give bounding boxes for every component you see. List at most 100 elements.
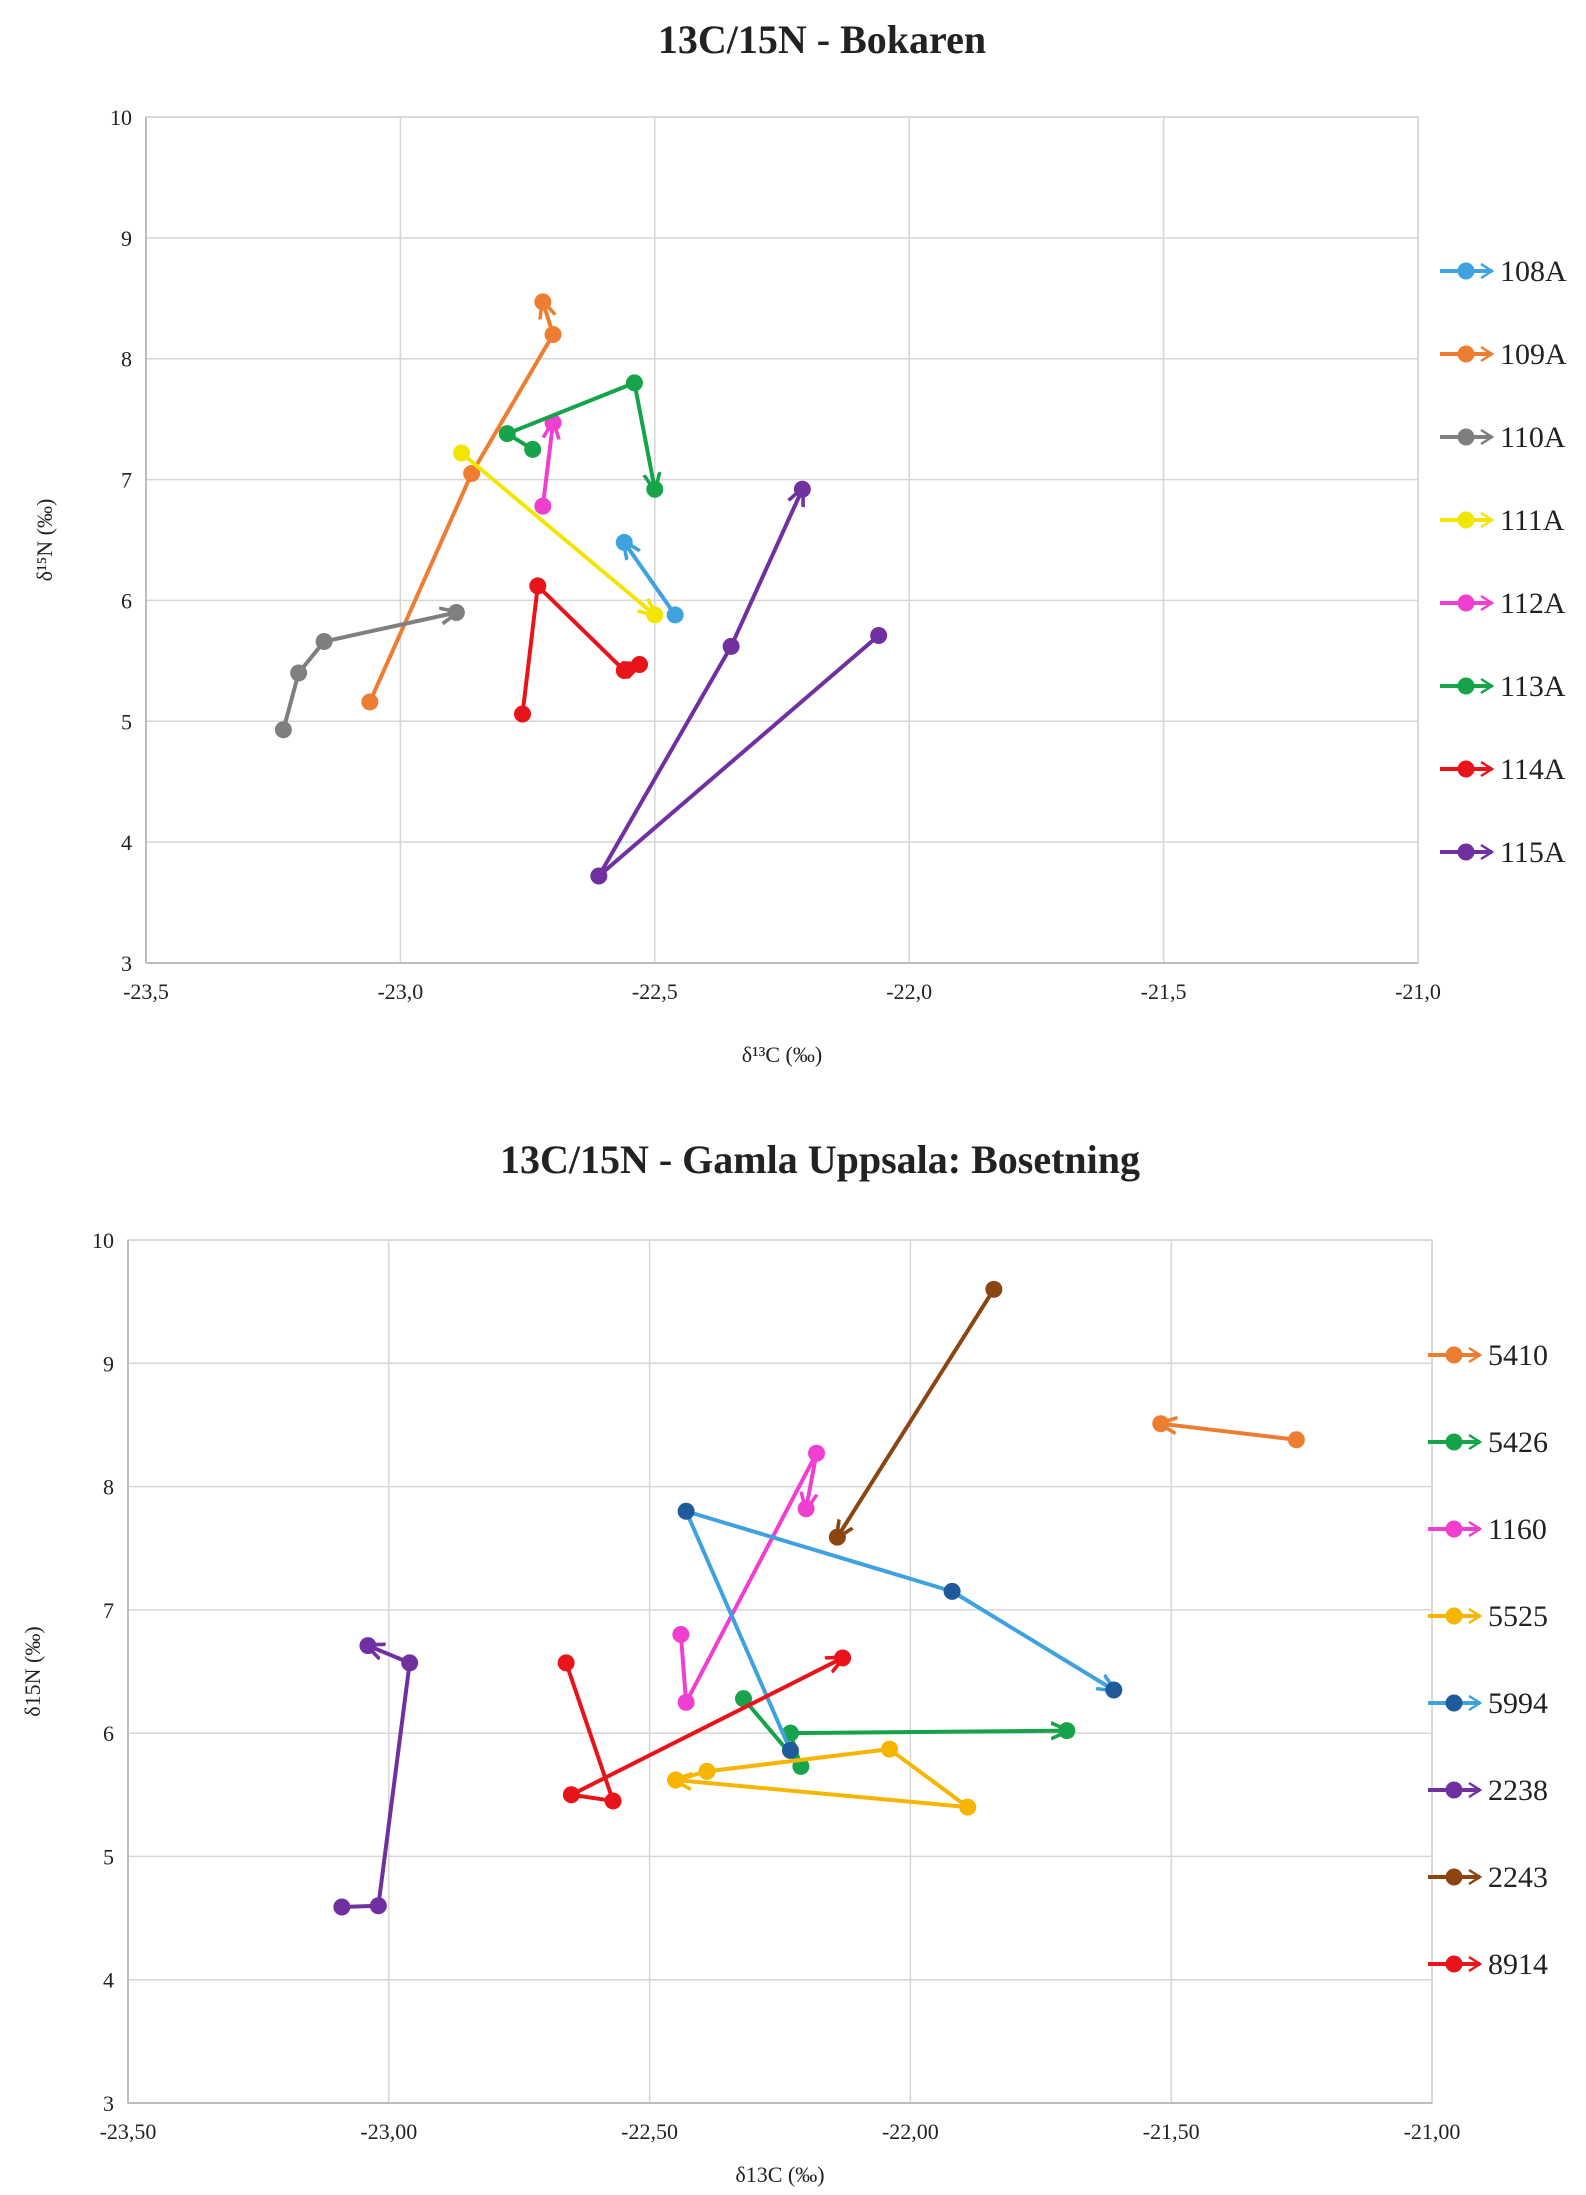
chart1-series-line-111A — [460, 451, 654, 615]
chart1-series-line-109A — [368, 302, 553, 703]
chart2-point-5410-1 — [1152, 1415, 1170, 1433]
chart2-point-1160-0 — [672, 1626, 690, 1644]
chart1-point-115A-2 — [722, 637, 740, 655]
chart1-point-111A-0 — [452, 444, 470, 462]
chart2-y-tick-label: 7 — [103, 1598, 114, 1623]
chart1-title: 13C/15N - Bokaren — [658, 17, 986, 62]
chart2-legend-item-5426: 5426 — [1428, 1426, 1548, 1459]
chart1-series-108A — [615, 533, 684, 624]
chart1-legend-item-113A: 113A — [1440, 670, 1566, 703]
chart2-point-5994-0 — [781, 1741, 799, 1759]
chart1-point-110A-1 — [290, 664, 308, 682]
chart1-point-115A-0 — [870, 626, 888, 644]
chart2-x-tick-label: -21,50 — [1143, 2119, 1200, 2144]
chart2-point-5426-0 — [734, 1690, 752, 1708]
chart1-x-tick-label: -22,5 — [632, 979, 678, 1004]
chart1-plot-area — [145, 116, 1419, 964]
chart1-point-113A-3 — [646, 480, 664, 498]
chart2-series-5410 — [1152, 1415, 1305, 1449]
chart2-point-5994-1 — [677, 1502, 695, 1520]
chart2-series-5994 — [677, 1502, 1123, 1759]
chart2-point-1160-3 — [797, 1500, 815, 1518]
chart1-series-110A — [274, 604, 465, 739]
chart2-legend-arrow — [1468, 1433, 1483, 1451]
chart1-legend-label: 108A — [1500, 255, 1567, 288]
chart2-point-2243-1 — [828, 1528, 846, 1546]
chart1-legend-label: 111A — [1500, 504, 1565, 537]
chart2-x-tick-label: -22,00 — [882, 2119, 939, 2144]
chart1-legend-label: 110A — [1500, 421, 1566, 454]
chart1-series-114A — [514, 577, 649, 723]
chart2-series-line-8914 — [564, 1658, 842, 1803]
chart2-point-8914-0 — [557, 1654, 575, 1672]
chart2-point-5994-2 — [943, 1582, 961, 1600]
chart1-x-tick-label: -21,0 — [1395, 979, 1441, 1004]
chart1-series-115A — [590, 480, 888, 885]
chart1-legend-item-115A: 115A — [1440, 836, 1566, 869]
chart1-legend-marker — [1457, 428, 1475, 446]
chart2-legend-arrow — [1468, 1868, 1483, 1886]
chart2-point-1160-2 — [808, 1444, 826, 1462]
chart2-series-line-1160 — [678, 1451, 819, 1705]
chart1-point-108A-1 — [615, 533, 633, 551]
chart1-legend-label: 114A — [1500, 753, 1566, 786]
chart2-y-tick-label: 9 — [103, 1351, 114, 1376]
chart2-series-2243 — [828, 1280, 1003, 1546]
chart2-point-5994-3 — [1105, 1681, 1123, 1699]
chart1-point-115A-3 — [793, 480, 811, 498]
chart2-legend-item-8914: 8914 — [1428, 1948, 1548, 1981]
chart2-legend-marker — [1445, 1346, 1463, 1364]
chart1-y-tick-label: 6 — [121, 588, 132, 613]
chart2-y-tick-label: 4 — [103, 1968, 114, 1993]
chart2-legend-arrow — [1468, 1346, 1483, 1364]
chart2-legend-label: 5525 — [1488, 1600, 1548, 1633]
chart2-legend-label: 5994 — [1488, 1687, 1548, 1720]
chart1-series-113A — [498, 374, 664, 498]
chart1-y-tick-label: 5 — [121, 709, 132, 734]
chart1-x-tick-label: -23,5 — [123, 979, 169, 1004]
chart1-legend-item-109A: 109A — [1440, 338, 1567, 371]
chart2-point-8914-2 — [562, 1786, 580, 1804]
chart1-legend-marker — [1457, 262, 1475, 280]
chart2-series-5525 — [667, 1740, 977, 1816]
chart2-point-2238-0 — [333, 1898, 351, 1916]
chart1-x-axis-label: δ¹³C (‰) — [742, 1042, 822, 1067]
chart2-series-8914 — [557, 1649, 852, 1810]
chart2-point-5525-3 — [959, 1798, 977, 1816]
chart2-point-5525-4 — [667, 1771, 685, 1789]
chart2-point-2238-3 — [359, 1637, 377, 1655]
chart1-point-110A-0 — [274, 721, 292, 739]
chart1-legend-label: 109A — [1500, 338, 1567, 371]
chart2-x-tick-label: -22,50 — [621, 2119, 678, 2144]
chart1-y-tick-label: 8 — [121, 347, 132, 372]
chart2-x-axis-label: δ13C (‰) — [735, 2162, 824, 2187]
chart2-y-tick-label: 3 — [103, 2091, 114, 2116]
chart2-legend-marker — [1445, 1781, 1463, 1799]
chart1-legend-arrow — [1480, 843, 1495, 861]
chart1-y-tick-label: 4 — [121, 830, 132, 855]
chart2-legend-arrow — [1468, 1694, 1483, 1712]
chart2-legend-item-5994: 5994 — [1428, 1687, 1548, 1720]
chart1-series-line-110A — [281, 613, 456, 731]
chart-gamla-uppsala-svg: 13C/15N - Gamla Uppsala: Bosetning -23,50… — [20, 1137, 1548, 2187]
chart1-y-tick-label: 7 — [121, 468, 132, 493]
chart1-series-line-115A — [596, 489, 880, 878]
chart2-legend-marker — [1445, 1520, 1463, 1538]
chart2-legend-label: 5410 — [1488, 1339, 1548, 1372]
chart2-legend-marker — [1445, 1955, 1463, 1973]
chart1-legend-item-111A: 111A — [1440, 504, 1565, 537]
chart2-point-5426-3 — [1058, 1722, 1076, 1740]
chart1-point-110A-2 — [315, 633, 333, 651]
chart1-legend-marker — [1457, 594, 1475, 612]
chart2-legend-item-2238: 2238 — [1428, 1774, 1548, 1807]
chart1-point-114A-0 — [514, 705, 532, 723]
chart2-series-line-2238 — [341, 1646, 412, 1909]
chart2-legend-arrow — [1468, 1955, 1483, 1973]
chart2-series-line-2243 — [837, 1288, 996, 1537]
chart1-x-tick-label: -23,0 — [377, 979, 423, 1004]
chart2-y-axis-label: δ15N (‰) — [20, 1626, 45, 1716]
chart1-y-axis-label: δ¹⁵N (‰) — [32, 499, 57, 582]
chart2-point-5410-0 — [1287, 1431, 1305, 1449]
chart2-legend-label: 1160 — [1488, 1513, 1547, 1546]
chart2-point-5525-1 — [698, 1762, 716, 1780]
